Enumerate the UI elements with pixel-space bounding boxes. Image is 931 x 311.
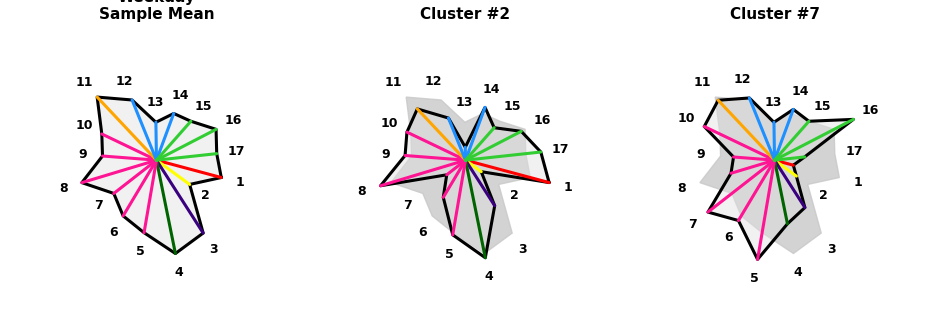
Text: 2: 2 [819,189,828,202]
Text: 13: 13 [456,96,473,109]
Text: 1: 1 [854,176,862,189]
Text: 6: 6 [418,226,426,239]
Text: 10: 10 [75,119,93,132]
Text: 9: 9 [382,147,390,160]
Text: 17: 17 [551,143,569,156]
Text: 11: 11 [385,77,401,89]
Text: 3: 3 [828,243,836,256]
Text: 10: 10 [381,117,398,130]
Text: 5: 5 [137,245,145,258]
Polygon shape [381,107,549,258]
Text: 3: 3 [209,243,218,256]
Text: 8: 8 [59,182,68,195]
Text: 10: 10 [678,112,695,125]
Text: 16: 16 [862,104,880,117]
Text: 1: 1 [236,176,245,189]
Text: 4: 4 [793,266,802,279]
Text: 7: 7 [688,218,697,230]
Text: 5: 5 [445,248,453,261]
Text: 2: 2 [510,189,519,202]
Text: 15: 15 [195,100,212,113]
Text: 3: 3 [519,243,527,256]
Text: 12: 12 [425,76,442,88]
Text: 16: 16 [533,114,551,127]
Text: 8: 8 [677,182,685,195]
Text: 14: 14 [483,83,501,95]
Text: 15: 15 [504,100,521,113]
Text: 14: 14 [791,85,809,98]
Text: 6: 6 [724,231,733,244]
Text: 9: 9 [79,148,88,161]
Text: 13: 13 [147,96,164,109]
Polygon shape [391,97,531,253]
Polygon shape [700,97,840,253]
Text: 8: 8 [358,185,366,198]
Title: Weekday
Sample Mean: Weekday Sample Mean [99,0,214,22]
Text: 4: 4 [485,270,493,283]
Title: Cluster #7: Cluster #7 [730,7,819,22]
Polygon shape [82,97,222,253]
Text: 17: 17 [845,145,863,158]
Text: 13: 13 [765,96,782,109]
Text: 5: 5 [749,272,759,285]
Text: 7: 7 [94,199,102,212]
Text: 16: 16 [224,114,242,127]
Text: 12: 12 [734,73,750,86]
Text: 14: 14 [171,89,189,102]
Text: 11: 11 [75,77,92,89]
Text: 4: 4 [175,266,183,279]
Polygon shape [704,98,854,259]
Text: 12: 12 [116,76,133,88]
Text: 17: 17 [227,145,245,158]
Text: 11: 11 [693,77,710,89]
Text: 1: 1 [563,181,573,194]
Text: 2: 2 [201,189,209,202]
Text: 15: 15 [813,100,830,113]
Title: Cluster #2: Cluster #2 [421,7,510,22]
Text: 6: 6 [109,226,117,239]
Text: 9: 9 [696,148,706,161]
Text: 7: 7 [403,199,412,212]
